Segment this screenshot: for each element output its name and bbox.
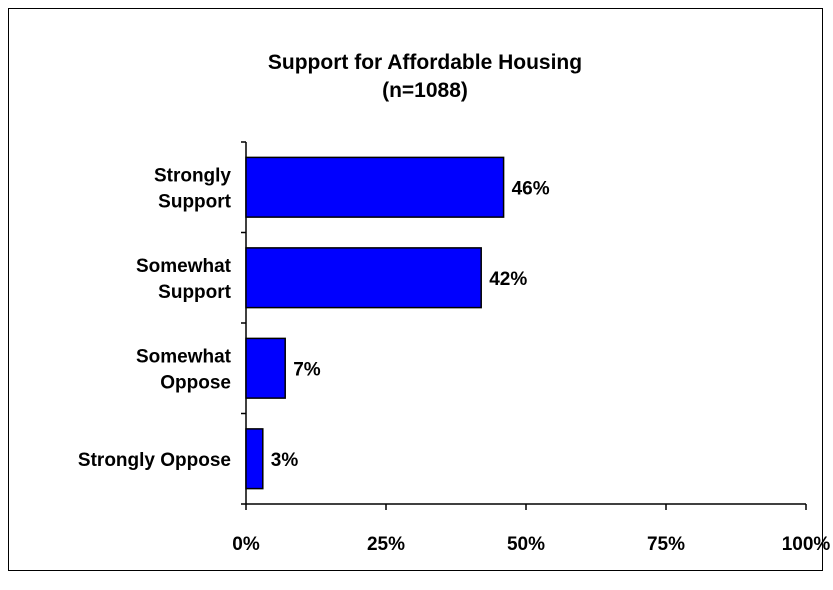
x-tick-label-75: 75% xyxy=(647,534,685,555)
data-label-1: 46% xyxy=(512,178,550,199)
bar-3 xyxy=(245,337,286,399)
category-label-2: Somewhat Support xyxy=(136,256,232,303)
bar-2 xyxy=(245,247,482,309)
x-tick-label-25: 25% xyxy=(367,534,405,555)
category-label-4: Strongly Oppose xyxy=(78,450,231,471)
category-label-3: Somewhat Oppose xyxy=(136,346,232,393)
bar-4 xyxy=(245,428,264,490)
bar-1 xyxy=(245,156,505,218)
chart-title: Support for Affordable Housing xyxy=(268,51,582,74)
data-label-3: 7% xyxy=(293,359,321,380)
x-tick-label-100: 100% xyxy=(782,534,831,555)
x-tick-label-0: 0% xyxy=(232,534,260,555)
chart-frame: Support for Affordable Housing (n=1088) … xyxy=(8,8,830,571)
x-tick-label-50: 50% xyxy=(507,534,545,555)
data-label-2: 42% xyxy=(489,269,527,290)
bar-chart: Support for Affordable Housing (n=1088) … xyxy=(78,51,831,555)
data-label-4: 3% xyxy=(271,450,299,471)
chart-subtitle: (n=1088) xyxy=(382,79,468,102)
category-label-1: Strongly Support xyxy=(154,165,232,212)
